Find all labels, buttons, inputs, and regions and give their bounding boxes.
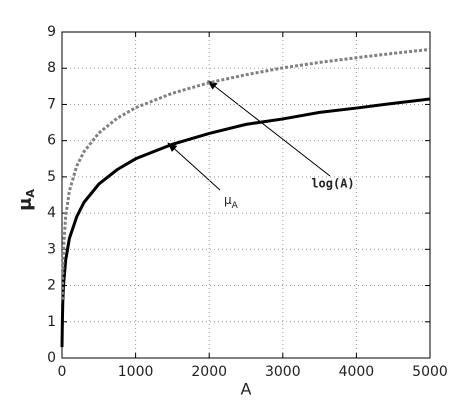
x-tick-label: 4000 (339, 364, 375, 380)
y-tick-label: 7 (47, 96, 56, 112)
y-tick-label: 0 (47, 350, 56, 366)
x-axis-label: A (241, 380, 252, 399)
y-tick-label: 5 (47, 169, 56, 185)
annotation: log(A) (311, 177, 354, 191)
y-tick-label: 3 (47, 241, 56, 257)
x-tick-label: 5000 (412, 364, 448, 380)
x-tick-label: 0 (58, 364, 67, 380)
y-tick-label: 8 (47, 60, 56, 76)
annotation-arrow (167, 142, 221, 191)
x-tick-label: 2000 (191, 364, 227, 380)
y-axis-label-sub: A (24, 189, 37, 198)
y-tick-label: 6 (47, 133, 56, 149)
y-axis-label: μA (15, 189, 37, 211)
plot-frame (61, 31, 431, 359)
annotation: μA (224, 193, 239, 211)
line-series (60, 47, 431, 300)
x-tick-label: 3000 (265, 364, 301, 380)
y-tick-label: 4 (47, 205, 56, 221)
annotation-base: μ (224, 193, 232, 207)
y-axis-label-base: μ (15, 198, 36, 211)
line-series (60, 97, 431, 348)
y-tick-label: 1 (47, 314, 56, 330)
annotation-arrow (207, 80, 331, 177)
x-tick-label: 1000 (118, 364, 154, 380)
y-tick-label: 2 (47, 278, 56, 294)
annotation-sub: A (232, 201, 239, 211)
y-tick-label: 9 (47, 24, 56, 40)
